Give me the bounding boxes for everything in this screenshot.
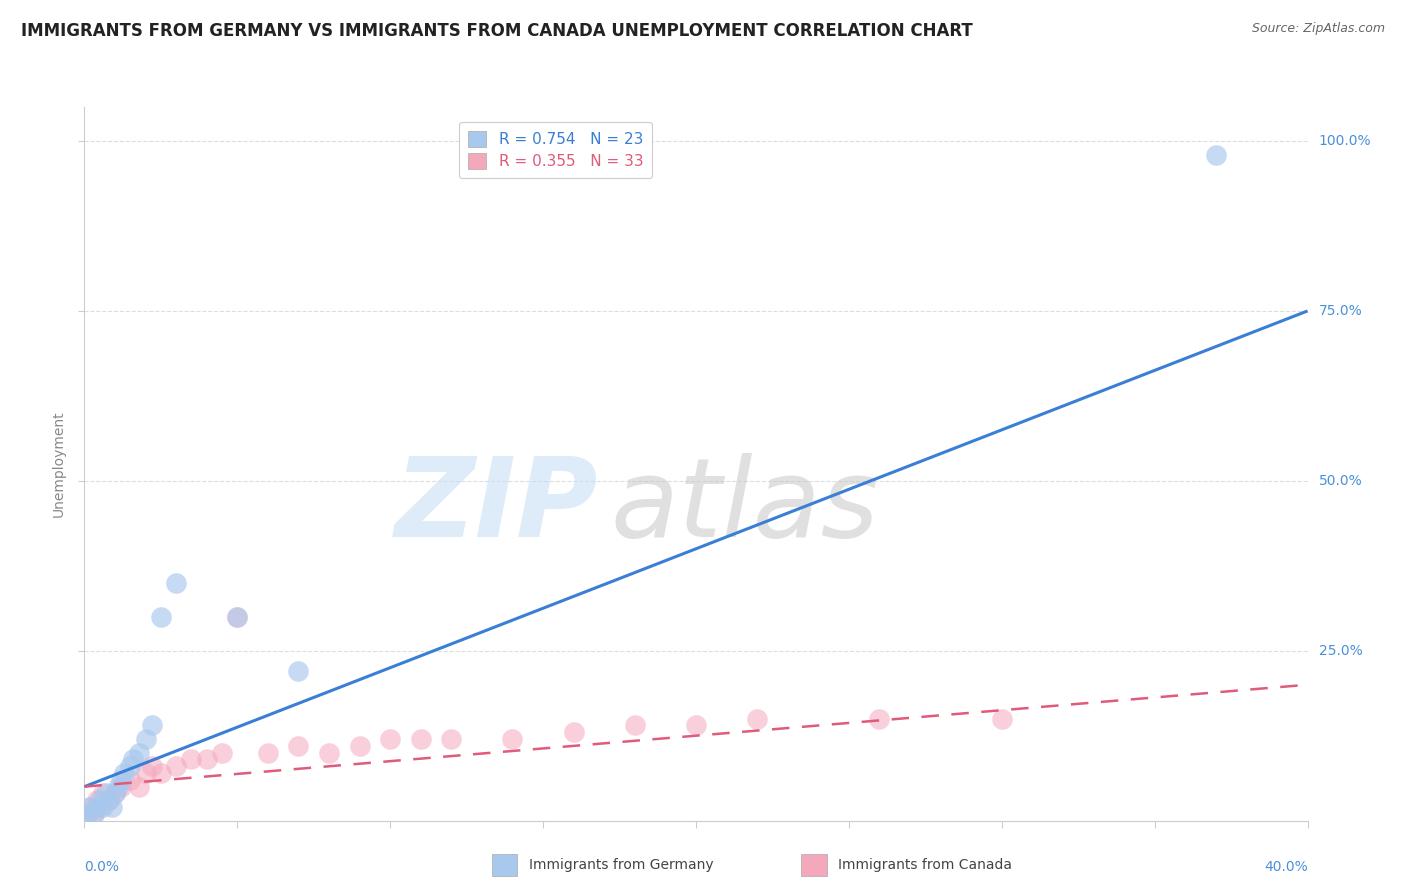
Point xyxy=(380,732,402,747)
Point xyxy=(195,752,218,766)
Point xyxy=(128,746,150,760)
Point xyxy=(869,712,891,726)
Point xyxy=(83,806,105,821)
Y-axis label: Unemployment: Unemployment xyxy=(52,410,66,517)
Point xyxy=(685,718,707,732)
Point xyxy=(97,793,120,807)
Point xyxy=(226,609,249,624)
Point xyxy=(86,800,108,814)
Text: 50.0%: 50.0% xyxy=(1319,474,1362,488)
Text: IMMIGRANTS FROM GERMANY VS IMMIGRANTS FROM CANADA UNEMPLOYMENT CORRELATION CHART: IMMIGRANTS FROM GERMANY VS IMMIGRANTS FR… xyxy=(21,22,973,40)
Point xyxy=(83,806,105,821)
Point xyxy=(91,787,114,801)
Point xyxy=(107,780,129,794)
Point xyxy=(745,712,768,726)
Point xyxy=(110,772,132,787)
Point xyxy=(104,787,127,801)
Text: 25.0%: 25.0% xyxy=(1319,644,1362,657)
Point xyxy=(149,766,172,780)
Text: 0.0%: 0.0% xyxy=(84,860,120,874)
Point xyxy=(101,800,124,814)
Point xyxy=(120,772,142,787)
Point xyxy=(135,732,157,747)
Point xyxy=(180,752,202,766)
Point xyxy=(624,718,647,732)
Point xyxy=(349,739,371,753)
Point xyxy=(79,800,101,814)
Point xyxy=(211,746,233,760)
Point xyxy=(135,766,157,780)
Point xyxy=(120,759,142,773)
Point xyxy=(501,732,523,747)
Point xyxy=(149,609,172,624)
Point xyxy=(1205,147,1227,161)
Text: Source: ZipAtlas.com: Source: ZipAtlas.com xyxy=(1251,22,1385,36)
Point xyxy=(409,732,432,747)
Point xyxy=(86,793,108,807)
Text: 100.0%: 100.0% xyxy=(1319,134,1371,148)
Point xyxy=(318,746,340,760)
Point xyxy=(122,752,145,766)
Point xyxy=(257,746,280,760)
Point xyxy=(79,800,101,814)
Text: ZIP: ZIP xyxy=(395,453,598,560)
Point xyxy=(562,725,585,739)
Point xyxy=(97,793,120,807)
Point xyxy=(104,787,127,801)
Point xyxy=(141,718,163,732)
Point xyxy=(128,780,150,794)
Point xyxy=(165,575,187,590)
Point xyxy=(990,712,1012,726)
Point xyxy=(110,780,132,794)
Point xyxy=(89,793,111,807)
Point xyxy=(94,787,117,801)
Point xyxy=(165,759,187,773)
Text: Immigrants from Germany: Immigrants from Germany xyxy=(529,858,713,871)
Point xyxy=(76,806,98,821)
Legend: R = 0.754   N = 23, R = 0.355   N = 33: R = 0.754 N = 23, R = 0.355 N = 33 xyxy=(458,122,652,178)
Point xyxy=(287,739,309,753)
Point xyxy=(76,806,98,821)
Point xyxy=(440,732,463,747)
Point xyxy=(91,800,114,814)
Point xyxy=(89,800,111,814)
Point xyxy=(141,759,163,773)
Point xyxy=(287,664,309,678)
Text: atlas: atlas xyxy=(610,453,879,560)
Point xyxy=(226,609,249,624)
Text: 75.0%: 75.0% xyxy=(1319,304,1362,318)
Point xyxy=(112,766,135,780)
Text: 40.0%: 40.0% xyxy=(1264,860,1308,874)
Text: Immigrants from Canada: Immigrants from Canada xyxy=(838,858,1012,871)
